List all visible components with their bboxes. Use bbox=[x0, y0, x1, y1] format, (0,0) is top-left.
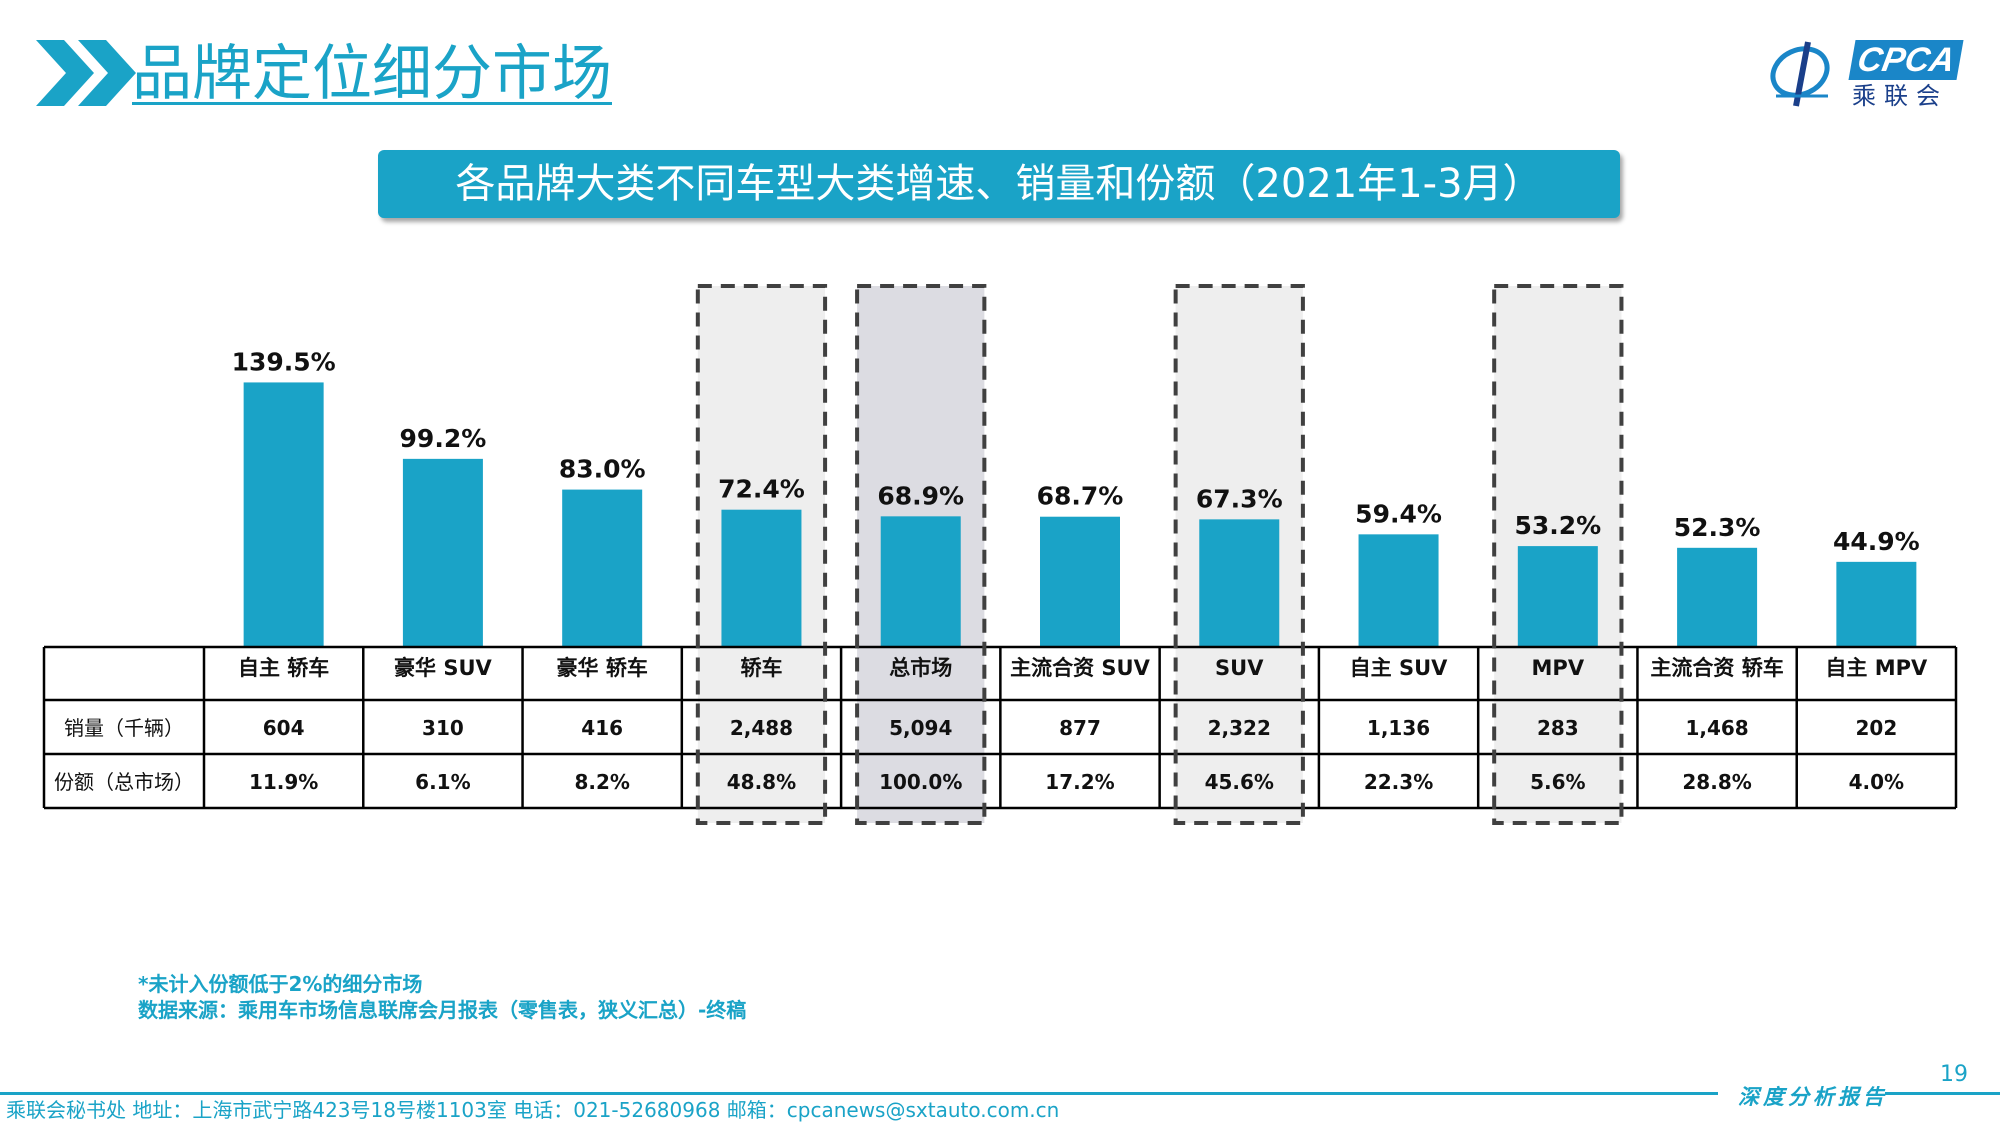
table-cell-0-5: 877 bbox=[1059, 716, 1101, 740]
highlight-frame-6 bbox=[1173, 284, 1305, 825]
tick-label-0: 自主 轿车 bbox=[238, 656, 329, 680]
footer-divider bbox=[0, 1092, 1718, 1095]
data-label-1: 99.2% bbox=[400, 424, 487, 453]
bar-1 bbox=[402, 458, 483, 647]
table-cell-0-8: 283 bbox=[1537, 716, 1579, 740]
tick-label-9: 主流合资 轿车 bbox=[1650, 656, 1783, 680]
bar-6 bbox=[1199, 519, 1280, 647]
data-label-5: 68.7% bbox=[1037, 482, 1124, 511]
highlight-frame-layer bbox=[695, 284, 1624, 825]
tick-label-2: 豪华 轿车 bbox=[557, 656, 648, 680]
tick-label-4: 总市场 bbox=[889, 656, 952, 680]
bar-5 bbox=[1040, 516, 1120, 647]
highlight-frame-4 bbox=[855, 284, 987, 825]
chart-banner: 各品牌大类不同车型大类增速、销量和份额（2021年1-3月） bbox=[378, 150, 1620, 218]
page-title: 品牌定位细分市场 bbox=[132, 39, 612, 109]
data-label-6: 67.3% bbox=[1196, 484, 1283, 513]
cpca-logo-icon bbox=[1770, 41, 1830, 107]
table-cell-1-2: 8.2% bbox=[574, 770, 629, 794]
data-label-8: 53.2% bbox=[1514, 511, 1601, 540]
data-label-7: 59.4% bbox=[1355, 499, 1442, 528]
chart-title: 各品牌大类不同车型大类增速、销量和份额（2021年1-3月） bbox=[455, 161, 1543, 207]
table-cell-0-0: 604 bbox=[263, 716, 305, 740]
table-cell-1-10: 4.0% bbox=[1849, 770, 1904, 794]
data-label-9: 52.3% bbox=[1674, 513, 1761, 542]
tick-label-5: 主流合资 SUV bbox=[1010, 656, 1150, 680]
row-label-0: 销量（千辆） bbox=[64, 716, 184, 740]
page-number: 19 bbox=[1940, 1062, 1968, 1087]
table-cell-1-4: 100.0% bbox=[879, 770, 962, 794]
tick-label-7: 自主 SUV bbox=[1350, 656, 1448, 680]
footer-divider-right bbox=[1885, 1092, 2000, 1095]
row-label-1: 份额（总市场） bbox=[54, 770, 194, 794]
data-label-3: 72.4% bbox=[718, 475, 805, 504]
table-cell-1-9: 28.8% bbox=[1682, 770, 1751, 794]
bar-3 bbox=[721, 509, 802, 647]
bar-10 bbox=[1836, 561, 1917, 647]
table-cell-1-3: 48.8% bbox=[727, 770, 796, 794]
table-cell-1-6: 45.6% bbox=[1205, 770, 1274, 794]
bar-layer: 139.5% 99.2% 83.0% 72.4% 68.9% 68.7% 67.3% 59.4… bbox=[232, 347, 1920, 647]
bar-2 bbox=[562, 489, 643, 647]
bar-8 bbox=[1517, 546, 1598, 647]
tick-label-3: 轿车 bbox=[740, 656, 782, 680]
table-cell-1-7: 22.3% bbox=[1364, 770, 1433, 794]
table-cell-0-1: 310 bbox=[422, 716, 464, 740]
table-cell-1-0: 11.9% bbox=[249, 770, 318, 794]
bar-9 bbox=[1677, 547, 1758, 647]
highlight-layer bbox=[697, 286, 1622, 823]
highlight-frame-3 bbox=[695, 284, 828, 825]
footer-tag: 深度分析报告 bbox=[1738, 1085, 1888, 1109]
table-cell-1-8: 5.6% bbox=[1530, 770, 1585, 794]
logo-subtitle: 乘联会 bbox=[1852, 82, 1948, 110]
data-label-4: 68.9% bbox=[877, 481, 964, 510]
footnote-source: 数据来源：乘用车市场信息联席会月报表（零售表，狭义汇总）-终稿 bbox=[138, 998, 747, 1022]
table-cell-0-3: 2,488 bbox=[730, 716, 793, 740]
tick-label-1: 豪华 SUV bbox=[394, 656, 492, 680]
data-label-2: 83.0% bbox=[559, 455, 646, 484]
header-chevron-icon bbox=[36, 40, 136, 106]
data-label-10: 44.9% bbox=[1833, 527, 1920, 556]
table-cell-1-5: 17.2% bbox=[1045, 770, 1114, 794]
tick-label-10: 自主 MPV bbox=[1825, 656, 1928, 680]
tick-label-6: SUV bbox=[1215, 656, 1264, 680]
table-cell-1-1: 6.1% bbox=[415, 770, 470, 794]
footnote-exclusion: *未计入份额低于2%的细分市场 bbox=[138, 972, 423, 996]
bar-7 bbox=[1358, 534, 1439, 647]
data-table: 自主 轿车 豪华 SUV 豪华 轿车 轿车 总市场 主流合资 SUV SUV 自主 SUV MP… bbox=[42, 645, 1958, 810]
tick-label-8: MPV bbox=[1532, 656, 1585, 680]
footer-contact: 乘联会秘书处 地址：上海市武宁路423号18号楼1103室 电话：021-526… bbox=[6, 1098, 1060, 1122]
data-label-0: 139.5% bbox=[232, 347, 336, 376]
bar-4 bbox=[880, 516, 961, 647]
table-cell-0-10: 202 bbox=[1855, 716, 1897, 740]
table-cell-0-6: 2,322 bbox=[1208, 716, 1271, 740]
table-cell-0-7: 1,136 bbox=[1367, 716, 1430, 740]
table-cell-0-4: 5,094 bbox=[889, 716, 952, 740]
highlight-frame-8 bbox=[1492, 284, 1624, 825]
bar-0 bbox=[243, 382, 324, 647]
table-cell-0-9: 1,468 bbox=[1685, 716, 1748, 740]
table-cell-0-2: 416 bbox=[581, 716, 623, 740]
